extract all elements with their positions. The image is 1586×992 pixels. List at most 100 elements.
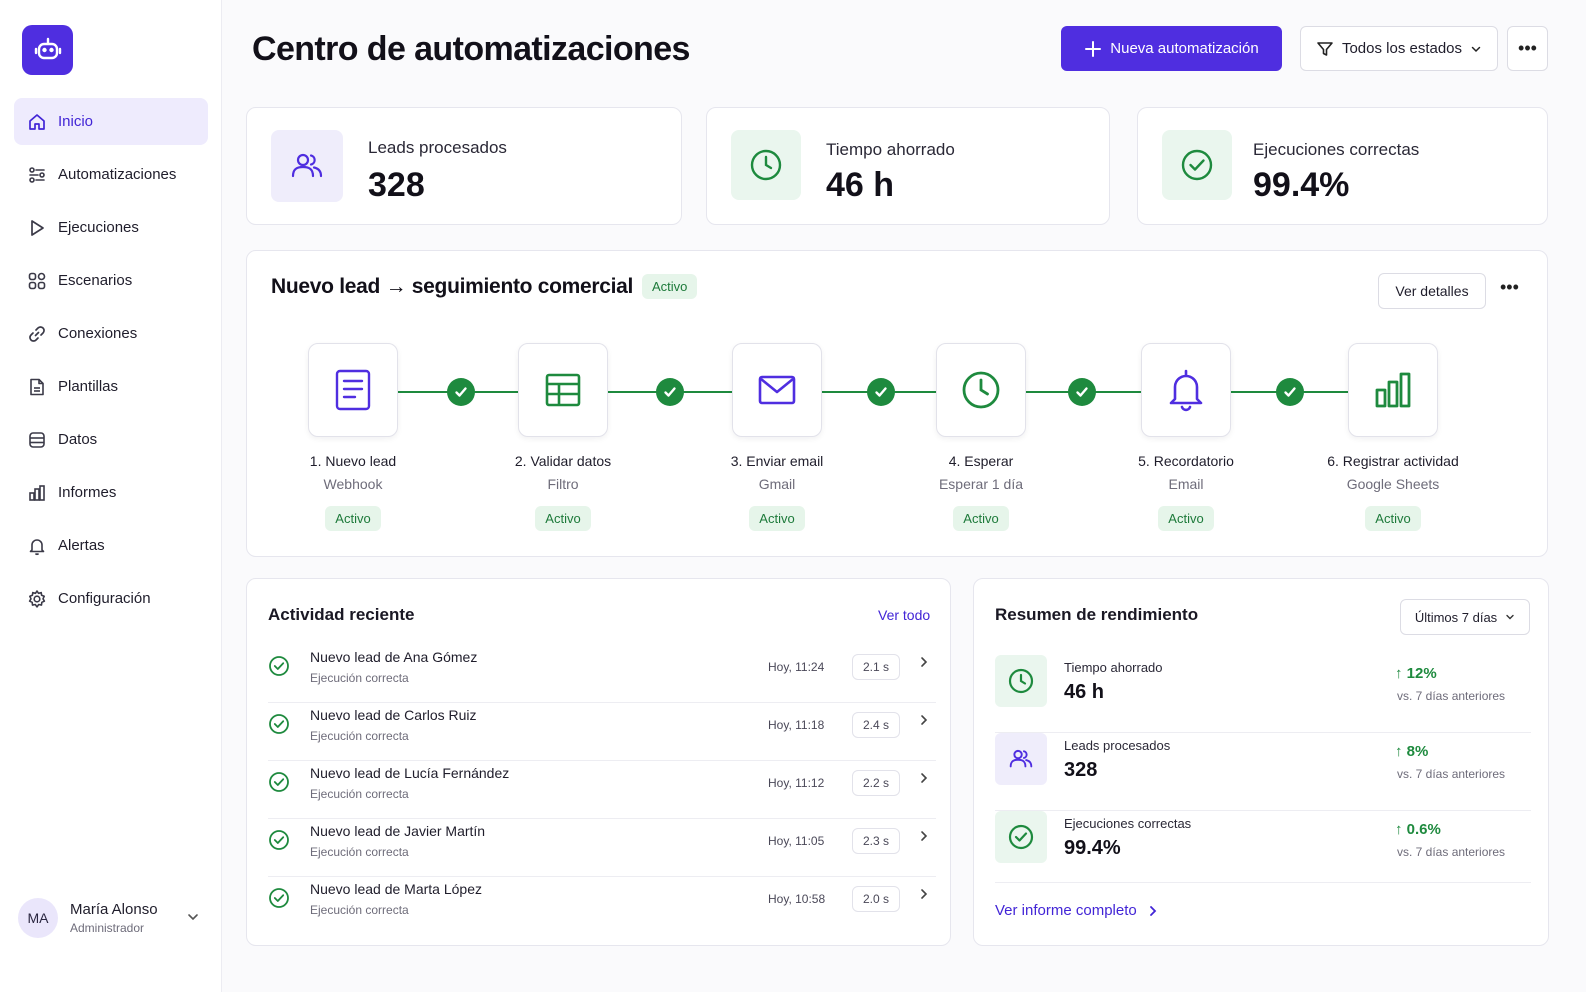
sidebar: Inicio Automatizaciones Ejecuciones Esce… <box>0 0 222 992</box>
step-subtitle: Filtro <box>547 476 579 492</box>
sidebar-item-label: Escenarios <box>58 272 133 289</box>
workflow-step[interactable]: 4. Esperar Esperar 1 día Activo <box>881 343 1081 531</box>
step-name: 6. Registrar actividad <box>1327 453 1459 469</box>
period-select[interactable]: Últimos 7 días <box>1400 599 1530 635</box>
users-icon <box>995 733 1047 785</box>
activity-title: Nuevo lead de Javier Martín <box>310 823 486 839</box>
bell-icon <box>1141 343 1231 437</box>
more-options-button[interactable]: ••• <box>1507 26 1548 71</box>
activity-row[interactable]: Nuevo lead de Lucía Fernández Ejecución … <box>268 761 936 819</box>
sidebar-item-label: Automatizaciones <box>58 166 177 183</box>
chevron-right-icon <box>1149 905 1157 916</box>
period-select-value: Últimos 7 días <box>1414 609 1498 625</box>
new-automation-button[interactable]: Nueva automatización <box>1061 26 1282 71</box>
sidebar-item-alertas[interactable]: Alertas <box>14 522 208 569</box>
user-role: Administrador <box>70 921 145 935</box>
workflow-step[interactable]: 2. Validar datos Filtro Activo <box>463 343 663 531</box>
full-report-label: Ver informe completo <box>995 902 1137 919</box>
view-details-button[interactable]: Ver detalles <box>1378 273 1486 309</box>
activity-time: Hoy, 11:18 <box>768 718 825 732</box>
new-automation-label: Nueva automatización <box>1110 40 1259 57</box>
duration-badge: 2.3 s <box>852 828 900 854</box>
sidebar-item-label: Informes <box>58 484 117 501</box>
status-badge: Activo <box>535 506 591 531</box>
activity-subtitle: Ejecución correcta <box>310 903 409 917</box>
sidebar-item-configuracion[interactable]: Configuración <box>14 575 208 622</box>
play-icon <box>26 217 48 239</box>
activity-time: Hoy, 11:05 <box>768 834 825 848</box>
check-circle-icon <box>268 887 290 914</box>
check-icon <box>1276 378 1304 406</box>
activity-row[interactable]: Nuevo lead de Marta López Ejecución corr… <box>268 877 936 935</box>
user-menu[interactable]: MA María Alonso Administrador <box>18 896 208 940</box>
app-logo[interactable] <box>22 25 73 75</box>
performance-row: Ejecuciones correctas 99.4% ↑ 0.6% vs. 7… <box>995 811 1531 883</box>
status-badge: Activo <box>325 506 381 531</box>
workflow-step[interactable]: 5. Recordatorio Email Activo <box>1086 343 1286 531</box>
sidebar-item-label: Configuración <box>58 590 151 607</box>
more-horizontal-icon[interactable]: ••• <box>1500 277 1519 297</box>
sidebar-item-plantillas[interactable]: Plantillas <box>14 363 208 410</box>
status-badge: Activo <box>642 274 698 299</box>
perf-label: Ejecuciones correctas <box>1064 816 1192 831</box>
check-icon <box>1068 378 1096 406</box>
sidebar-item-label: Alertas <box>58 537 105 554</box>
duration-badge: 2.0 s <box>852 886 900 912</box>
sidebar-item-automatizaciones[interactable]: Automatizaciones <box>14 151 208 198</box>
document-icon <box>26 376 48 398</box>
chevron-right-icon <box>918 713 930 732</box>
status-filter-dropdown[interactable]: Todos los estados <box>1300 26 1498 71</box>
stat-value: 99.4% <box>1253 166 1350 204</box>
chevron-right-icon <box>918 771 930 790</box>
view-all-link[interactable]: Ver todo <box>878 607 931 623</box>
automation-icon <box>26 164 48 186</box>
check-circle-icon <box>268 829 290 856</box>
section-title: Actividad reciente <box>268 605 415 624</box>
activity-subtitle: Ejecución correcta <box>310 671 409 685</box>
sidebar-nav: Inicio Automatizaciones Ejecuciones Esce… <box>14 98 208 628</box>
full-report-link[interactable]: Ver informe completo <box>995 902 1159 919</box>
activity-row[interactable]: Nuevo lead de Javier Martín Ejecución co… <box>268 819 936 877</box>
sidebar-item-conexiones[interactable]: Conexiones <box>14 310 208 357</box>
status-badge: Activo <box>749 506 805 531</box>
link-icon <box>26 323 48 345</box>
bar-chart-icon <box>1348 343 1438 437</box>
duration-badge: 2.4 s <box>852 712 900 738</box>
form-icon <box>308 343 398 437</box>
performance-row: Tiempo ahorrado 46 h ↑ 12% vs. 7 días an… <box>995 655 1531 733</box>
robot-icon <box>34 37 61 60</box>
check-circle-icon <box>268 771 290 798</box>
recent-activity-card: Actividad reciente Ver todo Nuevo lead d… <box>246 578 951 946</box>
bell-icon <box>26 535 48 557</box>
performance-row: Leads procesados 328 ↑ 8% vs. 7 días ant… <box>995 733 1531 811</box>
activity-row[interactable]: Nuevo lead de Carlos Ruiz Ejecución corr… <box>268 703 936 761</box>
sidebar-item-label: Inicio <box>58 113 94 130</box>
page-title: Centro de automatizaciones <box>252 30 690 68</box>
perf-label: Leads procesados <box>1064 738 1171 753</box>
more-horizontal-icon: ••• <box>1518 38 1537 58</box>
status-badge: Activo <box>953 506 1009 531</box>
users-icon <box>271 130 343 202</box>
sidebar-item-ejecuciones[interactable]: Ejecuciones <box>14 204 208 251</box>
workflow-step[interactable]: 3. Enviar email Gmail Activo <box>677 343 877 531</box>
activity-title: Nuevo lead de Carlos Ruiz <box>310 707 477 723</box>
check-circle-icon <box>995 811 1047 863</box>
chevron-right-icon <box>918 887 930 906</box>
sidebar-item-escenarios[interactable]: Escenarios <box>14 257 208 304</box>
activity-subtitle: Ejecución correcta <box>310 729 409 743</box>
stat-card-success: Ejecuciones correctas 99.4% <box>1137 107 1548 225</box>
step-subtitle: Gmail <box>758 476 796 492</box>
chevron-down-icon <box>186 910 200 929</box>
section-title: Resumen de rendimiento <box>995 605 1199 624</box>
status-badge: Activo <box>1365 506 1421 531</box>
sidebar-item-label: Ejecuciones <box>58 219 139 236</box>
workflow-step[interactable]: 1. Nuevo lead Webhook Activo <box>253 343 453 531</box>
sidebar-item-inicio[interactable]: Inicio <box>14 98 208 145</box>
activity-row[interactable]: Nuevo lead de Ana Gómez Ejecución correc… <box>268 645 936 703</box>
activity-title: Nuevo lead de Marta López <box>310 881 482 897</box>
workflow-step[interactable]: 6. Registrar actividad Google Sheets Act… <box>1293 343 1493 531</box>
perf-compare: vs. 7 días anteriores <box>1397 767 1506 781</box>
table-icon <box>518 343 608 437</box>
sidebar-item-informes[interactable]: Informes <box>14 469 208 516</box>
sidebar-item-datos[interactable]: Datos <box>14 416 208 463</box>
